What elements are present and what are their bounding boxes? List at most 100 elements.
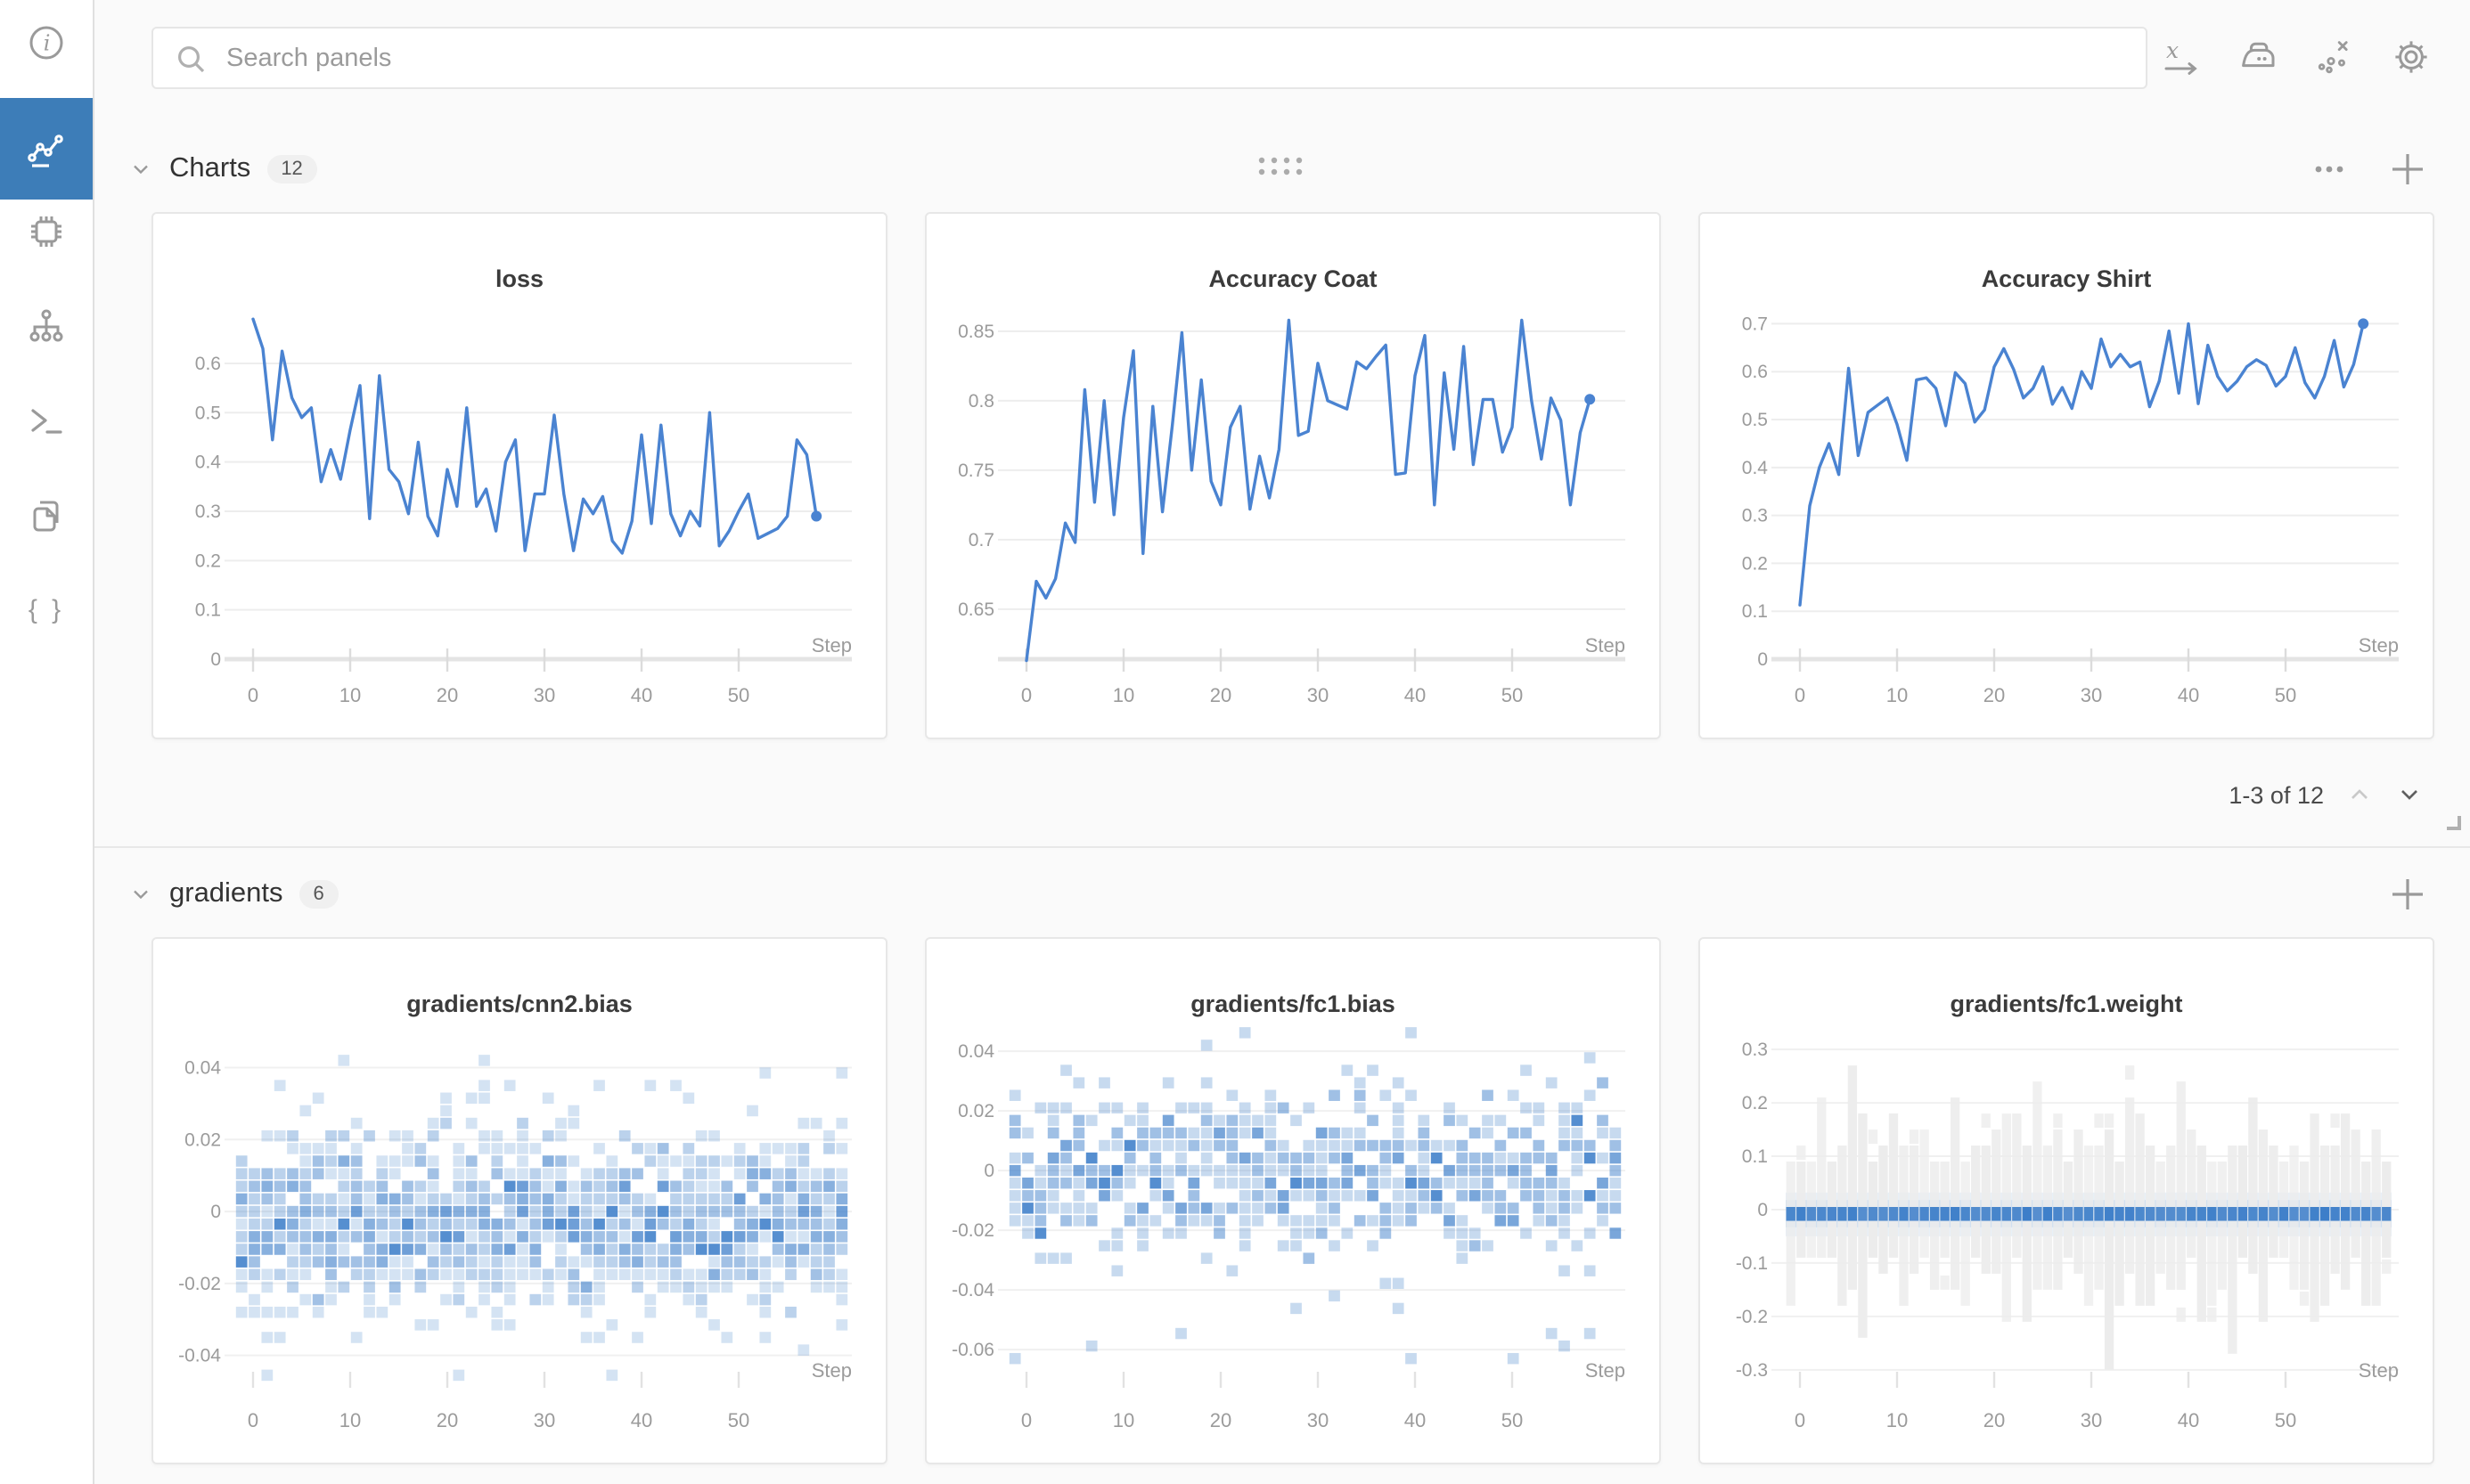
- sidebar-item-model[interactable]: [0, 287, 93, 365]
- sidebar-item-system[interactable]: [0, 192, 93, 271]
- sidebar-item-files[interactable]: [0, 476, 93, 554]
- smoothing-iron-icon[interactable]: [2237, 36, 2279, 78]
- chart-title: Accuracy Shirt: [1981, 265, 2152, 292]
- svg-text:40: 40: [631, 684, 652, 706]
- pagination-next-chevron-icon[interactable]: [2395, 780, 2424, 809]
- svg-text:0: 0: [1795, 684, 1805, 706]
- svg-text:Step: Step: [2359, 634, 2399, 656]
- gradients-collapse-chevron-icon[interactable]: [128, 882, 153, 907]
- svg-text:-0.04: -0.04: [952, 1280, 994, 1301]
- gradients-cnn2-bias-chart[interactable]: 0.04 0.02 0 -0.02 -0.04 0 10 20 30 40 50 Step: [153, 939, 886, 1463]
- section-menu-ellipsis-icon[interactable]: [2310, 150, 2349, 189]
- charts-collapse-chevron-icon[interactable]: [128, 157, 153, 182]
- svg-text:-0.04: -0.04: [178, 1346, 221, 1366]
- add-panel-button[interactable]: [2388, 875, 2427, 914]
- chart-title: gradients/fc1.bias: [1190, 991, 1395, 1017]
- svg-text:0.65: 0.65: [958, 599, 994, 620]
- gradients-fc1-weight-chart[interactable]: 0.3 0.2 0.1 0 -0.1 -0.2 -0.3 0 10 20 30 40 50 Step: [1700, 939, 2433, 1463]
- pagination-label: 1-3 of 12: [2229, 781, 2324, 808]
- gradients-section-tools: [2388, 875, 2427, 914]
- svg-text:0: 0: [210, 649, 221, 670]
- svg-text:0.8: 0.8: [969, 391, 994, 412]
- outlier-points-icon[interactable]: [2313, 36, 2356, 78]
- gradients-section-title: gradients: [169, 878, 283, 909]
- terminal-icon: [31, 409, 62, 434]
- panel-loss: loss 0 0.1 0.2 0.3 0.4 0.5 0.6 0 10 20 30 40 50 Step: [151, 212, 887, 739]
- svg-text:0.2: 0.2: [195, 550, 221, 571]
- svg-text:10: 10: [339, 1409, 361, 1431]
- svg-text:0.5: 0.5: [195, 403, 221, 423]
- charts-pagination: 1-3 of 12: [2229, 780, 2424, 809]
- svg-text:-0.02: -0.02: [952, 1220, 994, 1241]
- panel-gradients-fc1-bias: gradients/fc1.bias 0.04 0.02 0 -0.02 -0.04 -0…: [925, 937, 1661, 1464]
- svg-text:0.02: 0.02: [958, 1101, 994, 1121]
- svg-text:-0.06: -0.06: [952, 1340, 994, 1360]
- drag-handle-icon[interactable]: [1255, 153, 1308, 185]
- svg-text:0.4: 0.4: [195, 453, 222, 473]
- svg-text:-0.2: -0.2: [1736, 1307, 1768, 1327]
- panel-gradients-cnn2-bias: gradients/cnn2.bias 0.04 0.02 0 -0.02 -0.04 0…: [151, 937, 887, 1464]
- section-resize-handle-icon[interactable]: [2441, 809, 2463, 841]
- svg-text:0: 0: [248, 684, 258, 706]
- search-input[interactable]: [223, 42, 2124, 74]
- settings-gear-icon[interactable]: [2390, 36, 2433, 78]
- svg-text:0.3: 0.3: [195, 501, 221, 522]
- gradients-fc1-bias-chart[interactable]: 0.04 0.02 0 -0.02 -0.04 -0.06 0 10 20 30 40 50 Step: [927, 939, 1659, 1463]
- line-chart-icon: [28, 134, 63, 167]
- svg-text:0: 0: [1021, 684, 1032, 706]
- loss-chart[interactable]: 0 0.1 0.2 0.3 0.4 0.5 0.6 0 10 20 30 40 50 Step: [153, 214, 886, 738]
- svg-text:0: 0: [1795, 1409, 1805, 1431]
- sidebar-item-info[interactable]: i: [0, 4, 93, 82]
- svg-text:20: 20: [437, 1409, 458, 1431]
- gradients-section-header: gradients 6: [128, 871, 339, 917]
- svg-text:0: 0: [984, 1161, 994, 1181]
- panel-workspace: x: [93, 0, 2470, 1484]
- pagination-prev-chevron-icon[interactable]: [2345, 780, 2374, 809]
- svg-text:50: 50: [2275, 1409, 2296, 1431]
- svg-text:20: 20: [1210, 1409, 1231, 1431]
- svg-text:0.6: 0.6: [1742, 362, 1768, 382]
- model-graph-icon: [29, 309, 63, 342]
- svg-text:Step: Step: [812, 634, 852, 656]
- add-panel-button[interactable]: [2388, 150, 2427, 189]
- chart-title: Accuracy Coat: [1208, 265, 1378, 292]
- accuracy-coat-chart[interactable]: 0.65 0.7 0.75 0.8 0.85 0 10 20 30 40 50 Step: [927, 214, 1659, 738]
- chart-title: gradients/fc1.weight: [1950, 991, 2183, 1017]
- svg-text:0.4: 0.4: [1742, 458, 1769, 478]
- svg-text:Step: Step: [1585, 634, 1625, 656]
- charts-panel-row: loss 0 0.1 0.2 0.3 0.4 0.5 0.6 0 10 20 30 40 50 Step …: [151, 212, 2434, 739]
- svg-text:0.5: 0.5: [1742, 410, 1768, 430]
- sidebar-item-artifacts[interactable]: { }: [0, 570, 93, 648]
- svg-text:30: 30: [534, 684, 555, 706]
- svg-text:0: 0: [1757, 1200, 1768, 1220]
- svg-text:0.85: 0.85: [958, 322, 994, 342]
- svg-text:30: 30: [2081, 1409, 2102, 1431]
- svg-text:0.6: 0.6: [195, 354, 221, 374]
- svg-text:10: 10: [1886, 684, 1908, 706]
- svg-text:-0.3: -0.3: [1736, 1360, 1768, 1381]
- panel-accuracy-coat: Accuracy Coat 0.65 0.7 0.75 0.8 0.85 0 10 20 30 4…: [925, 212, 1661, 739]
- svg-text:50: 50: [728, 1409, 749, 1431]
- files-icon: [33, 501, 59, 532]
- gradients-panel-row: gradients/cnn2.bias 0.04 0.02 0 -0.02 -0.04 0…: [151, 937, 2434, 1464]
- svg-text:30: 30: [1307, 1409, 1329, 1431]
- charts-section-tools: [2310, 150, 2427, 189]
- chip-icon: [31, 216, 61, 247]
- x-axis-icon[interactable]: x: [2160, 36, 2203, 78]
- section-divider: [93, 846, 2470, 848]
- accuracy-shirt-chart[interactable]: 0 0.1 0.2 0.3 0.4 0.5 0.6 0.7 0 10 20 30 40 50 Step: [1700, 214, 2433, 738]
- svg-text:0.04: 0.04: [958, 1041, 994, 1062]
- svg-text:40: 40: [1404, 1409, 1426, 1431]
- svg-text:20: 20: [437, 684, 458, 706]
- svg-text:50: 50: [1501, 1409, 1523, 1431]
- svg-text:0.3: 0.3: [1742, 1040, 1768, 1060]
- svg-text:50: 50: [728, 684, 749, 706]
- sidebar-item-logs[interactable]: [0, 381, 93, 460]
- svg-text:20: 20: [1210, 684, 1231, 706]
- svg-text:0.04: 0.04: [184, 1057, 221, 1078]
- svg-text:40: 40: [2178, 684, 2199, 706]
- svg-text:50: 50: [1501, 684, 1523, 706]
- svg-text:40: 40: [2178, 1409, 2199, 1431]
- sidebar-item-charts[interactable]: [0, 98, 93, 200]
